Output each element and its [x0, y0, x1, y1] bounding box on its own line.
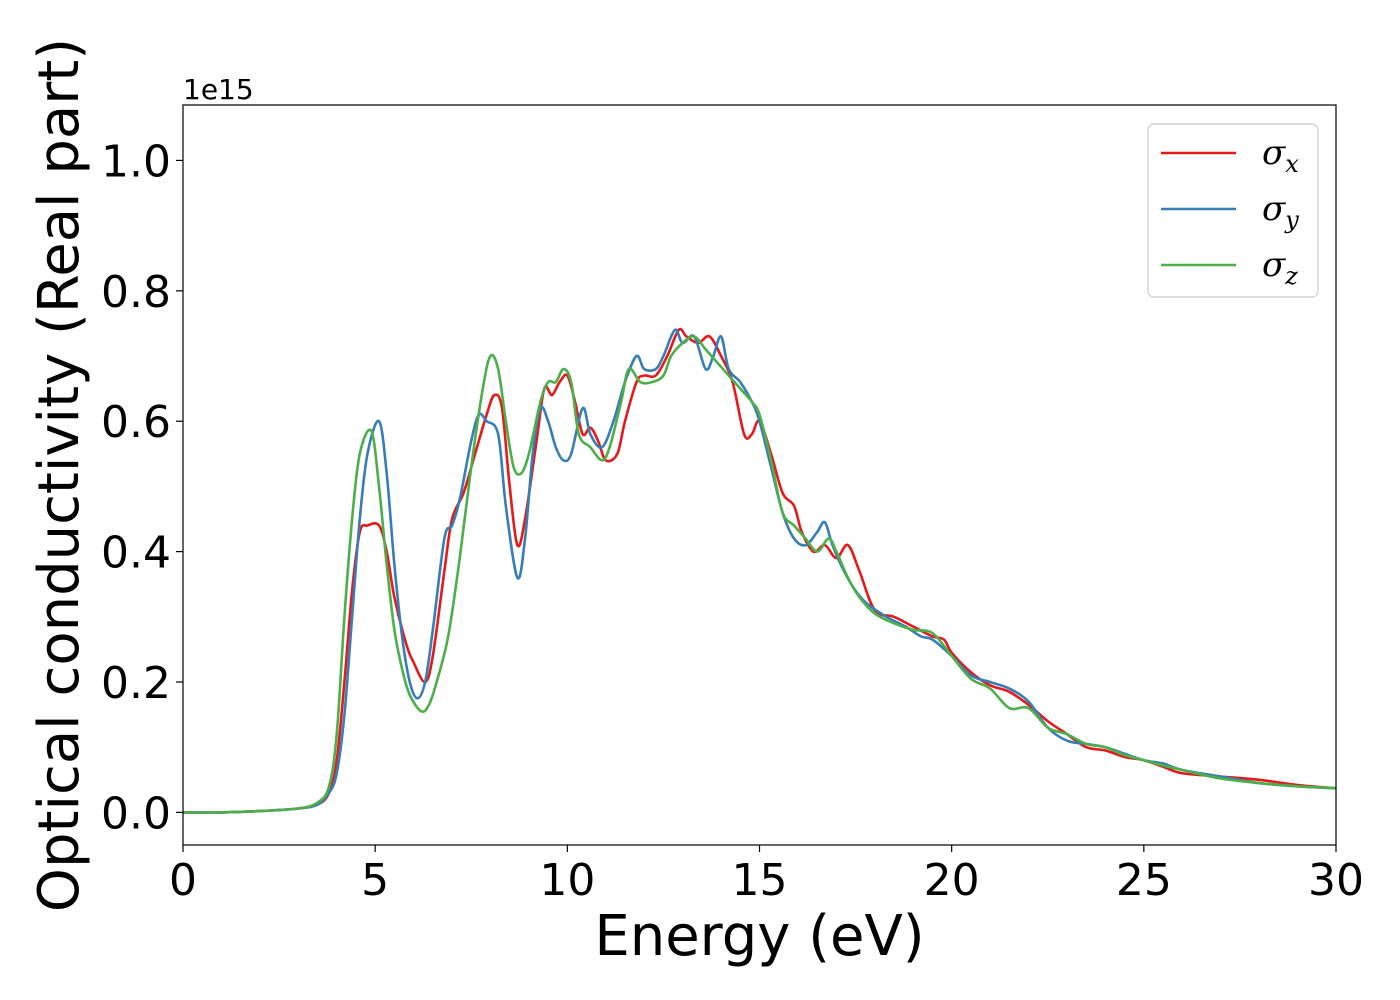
y-tick-label: 1.0 — [101, 136, 171, 187]
series-line-z — [183, 334, 1336, 814]
x-tick-label: 30 — [1308, 855, 1364, 906]
x-axis-title: Energy (eV) — [594, 904, 924, 969]
axes: 0 5 10 15 20 25 30 0.0 0.2 0.4 0.6 0.8 1.0 — [101, 104, 1364, 906]
x-tick-label: 5 — [361, 855, 389, 906]
x-tick-label: 10 — [539, 855, 595, 906]
x-tick-label: 15 — [732, 855, 788, 906]
legend-label-subscript: y — [1284, 206, 1299, 234]
y-axis-title: Optical conductivity (Real part) — [27, 38, 92, 912]
y-tick-label: 0.6 — [101, 397, 171, 448]
legend-box — [1147, 123, 1319, 298]
x-tick-label: 20 — [924, 855, 980, 906]
series-line-y — [183, 328, 1336, 814]
y-axis-offset-label: 1e15 — [183, 73, 254, 106]
plot-area — [183, 327, 1336, 814]
y-tick-label: 0.8 — [101, 267, 171, 318]
y-tick-label: 0.4 — [101, 528, 171, 579]
x-tick-label: 25 — [1116, 855, 1172, 906]
legend-label-subscript: x — [1285, 150, 1299, 178]
legend-label-subscript: z — [1284, 262, 1298, 290]
series-lines — [183, 327, 1336, 814]
y-tick-label: 0.2 — [101, 658, 171, 709]
y-tick-label: 0.0 — [101, 788, 171, 839]
x-tick-label: 0 — [169, 855, 197, 906]
